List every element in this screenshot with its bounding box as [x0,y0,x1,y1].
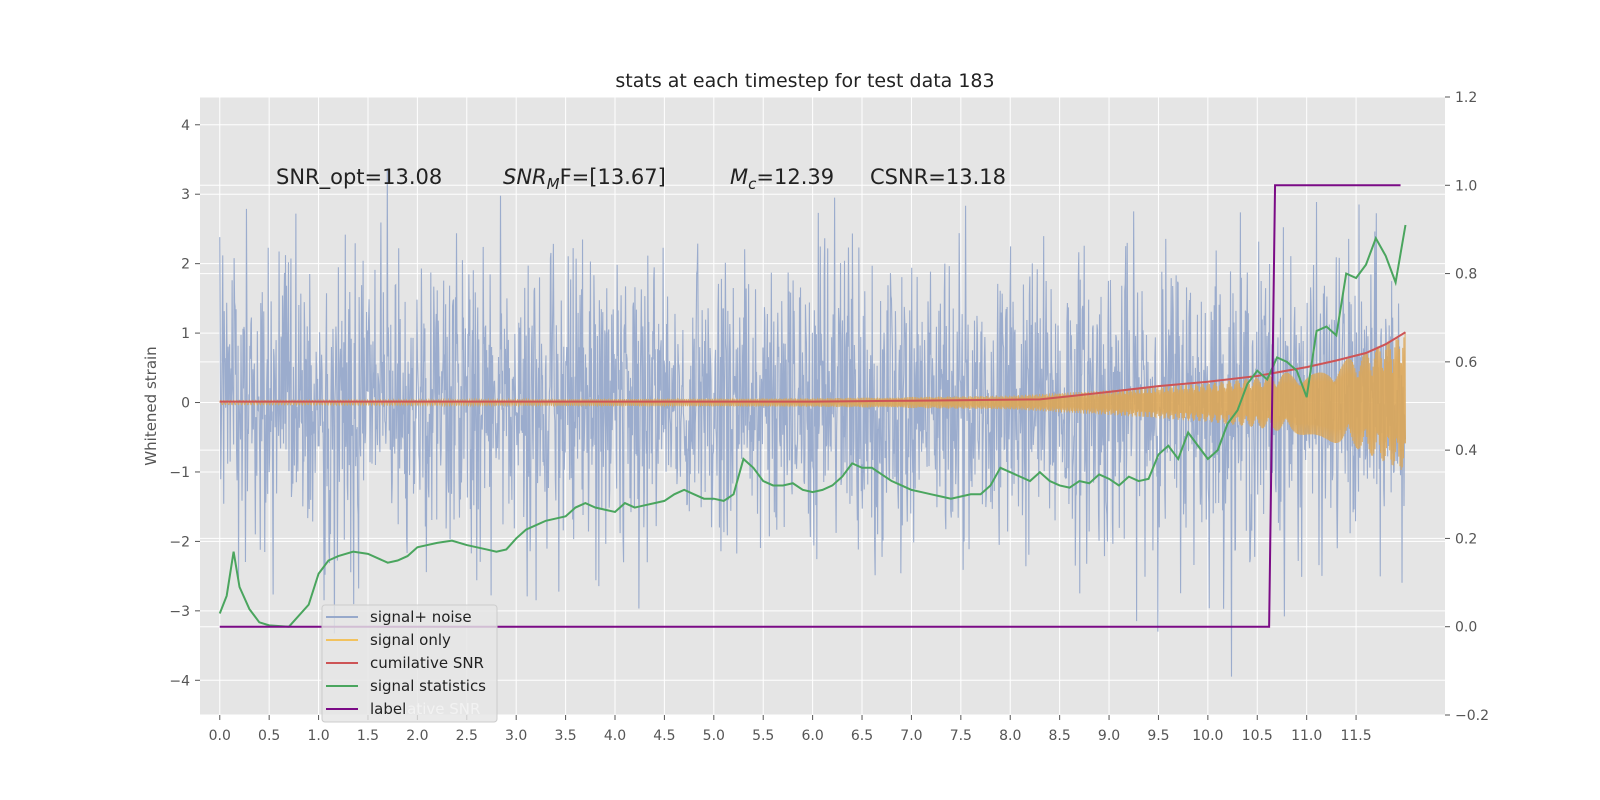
x-axis-ticks: 0.0 0.5 1.0 1.5 2.0 2.5 3.0 3.5 4.0 4.5 5.0 5.5 6.0 6… [209,715,1372,744]
y-tick-label-0: 0 [181,396,190,412]
y-tick-label-−2: −2 [169,534,190,550]
x-tick-label-11.0: 11.0 [1291,728,1322,744]
annotation-csnr: CSNR=13.18 [870,165,1006,189]
y-axis-ticks: 4 3 2 1 0 −1 −2 −3 −4 [169,118,200,689]
x-tick-label-8.5: 8.5 [1049,728,1071,744]
x-tick-label-10.5: 10.5 [1242,728,1273,744]
y-tick-label-−3: −3 [169,604,190,620]
signal-statistics-line [218,224,1407,628]
legend-label-signal-only: signal only [370,631,451,649]
y-tick-label-−4: −4 [169,673,190,689]
annotation-mc-rest: =12.39 [756,165,834,189]
legend-label-signal-plus-noise: signal+ noise [370,608,472,626]
x-tick-label-5.0: 5.0 [703,728,725,744]
x-tick-label-0.5: 0.5 [258,728,280,744]
legend: lative SNR signal+ noise signal only cum… [321,604,498,723]
annotation-mc-sub: c [748,175,757,193]
y2-tick-label-0.0: 0.0 [1455,620,1477,636]
annotation-snr-mf-sub: M [547,175,560,193]
annotation-mc: Mc=12.39 [730,165,834,193]
y-tick-label-4: 4 [181,118,190,134]
x-tick-label-6.5: 6.5 [851,728,873,744]
annotation-snr-mf-main: SNR [503,165,547,189]
y-tick-label-−1: −1 [169,465,190,481]
y-tick-label-2: 2 [181,257,190,273]
x-tick-label-9.0: 9.0 [1098,728,1120,744]
legend-ghost-text: lative SNR [403,700,480,718]
annotation-snr-mf: SNRMF=[13.67] [503,165,666,193]
x-tick-label-10.0: 10.0 [1192,728,1223,744]
annotation-mc-main: M [730,165,748,189]
y2-tick-label-0.8: 0.8 [1455,267,1477,283]
cumulative-snr-line [219,331,1406,403]
plot-content [218,169,1407,677]
y2-axis-ticks: 1.2 1.0 0.8 0.6 0.4 0.2 0.0 −0.2 [1445,90,1489,724]
x-tick-label-6.0: 6.0 [801,728,823,744]
x-tick-label-2.0: 2.0 [406,728,428,744]
x-tick-label-4.5: 4.5 [653,728,675,744]
x-tick-label-3.5: 3.5 [554,728,576,744]
x-tick-label-9.5: 9.5 [1147,728,1169,744]
x-tick-label-4.0: 4.0 [604,728,626,744]
x-tick-label-1.5: 1.5 [357,728,379,744]
x-tick-label-11.5: 11.5 [1340,728,1371,744]
legend-label-signal-statistics: signal statistics [370,677,486,695]
annotation-snr-opt: SNR_opt=13.08 [276,165,442,190]
x-tick-label-5.5: 5.5 [752,728,774,744]
y-tick-label-1: 1 [181,326,190,342]
y2-tick-label-1.2: 1.2 [1455,90,1477,106]
legend-label-cumulative-snr: cumilative SNR [370,654,484,672]
x-tick-label-2.5: 2.5 [456,728,478,744]
y-tick-label-3: 3 [181,187,190,203]
y2-tick-label-1.0: 1.0 [1455,178,1477,194]
legend-box [321,604,498,723]
y2-tick-label-−0.2: −0.2 [1455,708,1489,724]
x-tick-label-3.0: 3.0 [505,728,527,744]
x-tick-label-7.5: 7.5 [950,728,972,744]
x-tick-label-1.0: 1.0 [307,728,329,744]
y-axis-label: Whitened strain [142,346,160,465]
chart-title: stats at each timestep for test data 183 [615,70,994,92]
y2-tick-label-0.4: 0.4 [1455,443,1477,459]
y2-tick-label-0.6: 0.6 [1455,355,1477,371]
legend-label-label: label [370,700,406,718]
x-tick-label-8.0: 8.0 [999,728,1021,744]
y2-tick-label-0.2: 0.2 [1455,531,1477,547]
label-line [219,184,1401,628]
x-tick-label-0.0: 0.0 [209,728,231,744]
x-tick-label-7.0: 7.0 [900,728,922,744]
annotation-snr-mf-rest: F=[13.67] [560,165,666,189]
series-lines [218,184,1407,628]
